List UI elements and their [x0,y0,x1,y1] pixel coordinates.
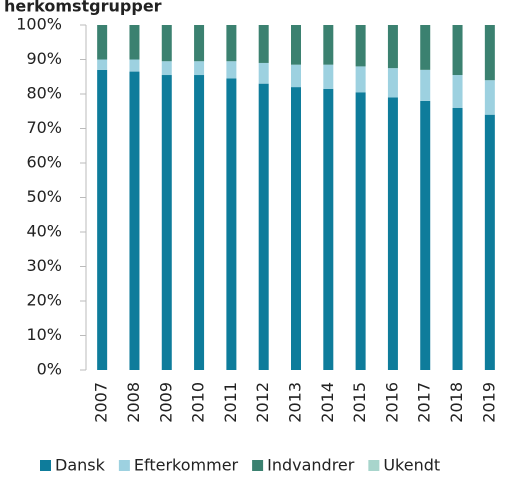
bar-segment [452,25,463,76]
x-tick-label: 2007 [92,382,111,423]
bar-segment [226,61,237,79]
bar-segment [258,25,269,63]
y-tick-label: 20% [26,291,62,310]
y-tick-label: 90% [26,49,62,68]
bar-segment [129,71,140,370]
y-tick-label: 0% [37,360,62,379]
bar-segment [129,59,140,72]
legend-swatch [118,460,130,471]
legend-swatch [40,460,51,471]
x-tick-label: 2010 [189,382,208,423]
x-tick-label: 2013 [286,382,305,423]
y-tick-label: 100% [16,15,62,34]
bar-segment [97,59,108,70]
bar-segment [291,25,301,65]
bar-segment [258,83,269,371]
x-tick-label: 2018 [447,382,466,423]
bar-segment [355,92,366,371]
bar-segment [387,68,398,98]
bar-segment [97,25,108,60]
bar-segment [420,25,431,70]
x-tick-label: 2012 [253,382,272,423]
x-tick-label: 2015 [350,382,369,423]
x-tick-label: 2019 [479,382,498,423]
legend-label: Ukendt [383,456,440,475]
bar-segment [161,75,172,371]
bar-segment [484,25,495,81]
x-tick-label: 2008 [124,382,143,423]
x-tick-label: 2009 [156,382,175,423]
y-tick-label: 40% [26,222,62,241]
bar-segment [355,66,366,93]
bar-segment [484,80,495,115]
bar-segment [226,78,237,370]
y-tick-label: 70% [26,118,62,137]
y-tick-label: 30% [26,256,62,275]
bar-segment [420,100,431,371]
legend-label: Indvandrer [267,456,355,475]
bar-segment [194,25,205,62]
bar-segment [226,25,237,62]
x-tick-label: 2017 [415,382,434,423]
legend-label: Efterkommer [134,456,239,475]
bar-segment [452,107,463,371]
y-tick-label: 10% [26,325,62,344]
x-tick-label: 2011 [221,382,240,423]
bar-segment [291,87,301,370]
bar-segment [161,61,172,76]
bar-segment [258,62,269,84]
bar-segment [194,61,205,76]
bar-segment [194,75,205,371]
bar-segment [323,64,334,89]
chart-title: herkomstgrupper [4,0,162,16]
y-tick-label: 60% [26,153,62,172]
bar-segment [291,64,301,88]
bar-segment [484,114,495,370]
legend-swatch [368,460,380,471]
bar-segment [323,88,334,370]
x-tick-label: 2016 [382,382,401,423]
bar-segment [452,75,463,108]
y-tick-label: 50% [26,187,62,206]
bar-segment [161,25,172,62]
bar-segment [129,25,140,60]
bar-segment [387,97,398,370]
bar-segment [323,25,334,65]
bar-segment [97,69,108,370]
legend-label: Dansk [55,456,106,475]
legend-swatch [252,460,264,471]
bar-segment [355,25,366,67]
bar-segment [387,25,398,69]
bar-segment [420,69,431,101]
x-tick-label: 2014 [318,382,337,423]
y-tick-label: 80% [26,84,62,103]
